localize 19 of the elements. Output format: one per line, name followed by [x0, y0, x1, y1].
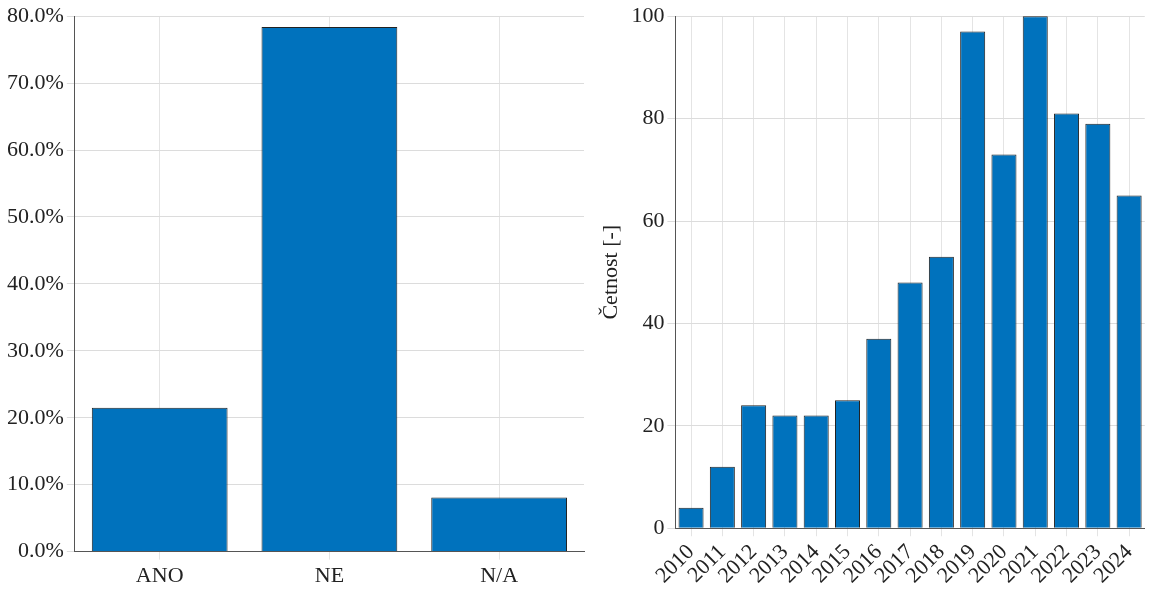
x-tick-label: NE — [314, 561, 345, 587]
y-tick-label: 10.0% — [7, 470, 64, 496]
y-tick-label: 30.0% — [7, 336, 64, 362]
y-tick-label: 50.0% — [7, 202, 64, 228]
y-tick-label: 20 — [642, 411, 665, 437]
y-tick-label: 0.0% — [18, 537, 64, 563]
y-tick-label: 60.0% — [7, 135, 64, 161]
y-tick-label: 80 — [642, 104, 665, 130]
y-tick-label: 70.0% — [7, 68, 64, 94]
y-tick-label: 20.0% — [7, 403, 64, 429]
x-tick-label: N/A — [480, 561, 519, 587]
x-tick-label: ANO — [135, 561, 184, 587]
y-tick-label: 40 — [642, 309, 665, 335]
y-tick-label: 0 — [653, 514, 665, 539]
y-tick-label: 60 — [642, 206, 665, 232]
y-tick-label: 40.0% — [7, 269, 64, 295]
y-axis-title: Četnost [-] — [596, 224, 622, 320]
y-tick-label: 100 — [631, 1, 665, 27]
y-tick-label: 80.0% — [7, 1, 64, 27]
